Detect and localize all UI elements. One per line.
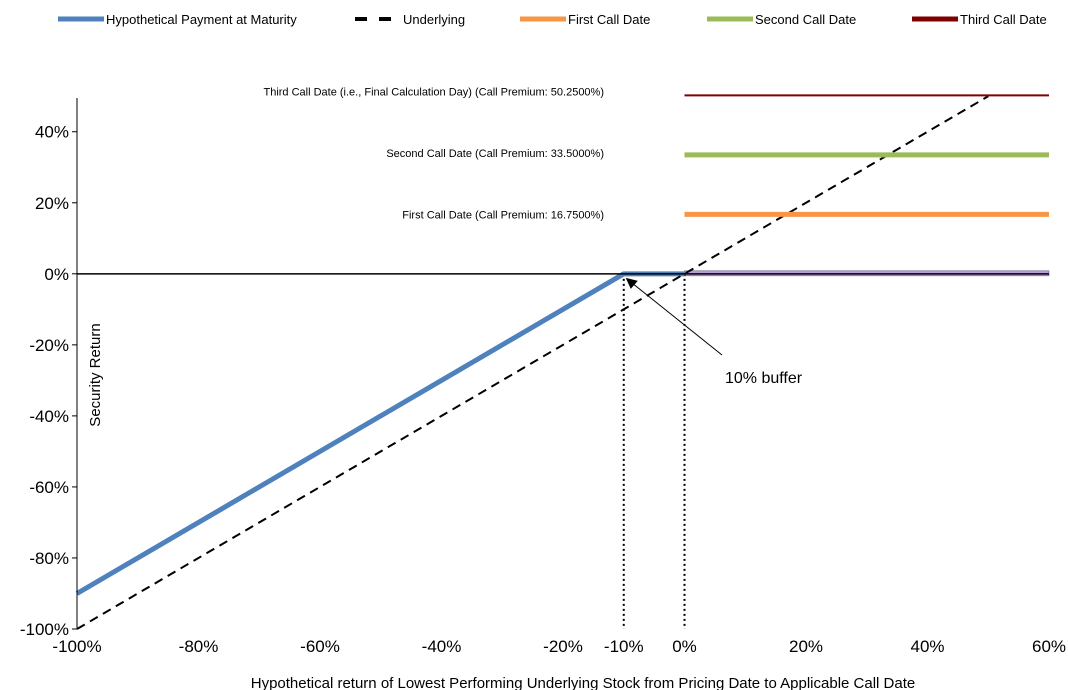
- x-tick-label: -100%: [52, 637, 101, 656]
- y-tick-label: -100%: [20, 620, 69, 639]
- legend-label: Second Call Date: [755, 12, 856, 27]
- buffer-label: 10% buffer: [725, 370, 803, 387]
- x-tick-label: 0%: [672, 637, 697, 656]
- y-tick-label: 20%: [35, 194, 69, 213]
- legend-label: Hypothetical Payment at Maturity: [106, 12, 297, 27]
- x-tick-label: -60%: [300, 637, 340, 656]
- series-line: [75, 271, 685, 596]
- legend-label: Underlying: [403, 12, 465, 27]
- buffer-arrow: [631, 282, 723, 356]
- x-tick-label: 60%: [1032, 637, 1066, 656]
- y-axis-title: Security Return: [87, 323, 104, 426]
- y-tick-label: 40%: [35, 123, 69, 142]
- y-tick-label: -80%: [29, 549, 69, 568]
- x-tick-label: -80%: [179, 637, 219, 656]
- call-annotation: Second Call Date (Call Premium: 33.5000%…: [386, 148, 604, 160]
- y-tick-label: 0%: [44, 265, 69, 284]
- plot-area: [75, 94, 1050, 630]
- annotations: Third Call Date (i.e., Final Calculation…: [263, 86, 802, 387]
- x-tick-label: -20%: [543, 637, 583, 656]
- y-tick-label: -40%: [29, 407, 69, 426]
- call-annotation: First Call Date (Call Premium: 16.7500%): [402, 209, 604, 221]
- call-annotation: Third Call Date (i.e., Final Calculation…: [263, 86, 604, 98]
- x-tick-label: 20%: [789, 637, 823, 656]
- x-axis-title: Hypothetical return of Lowest Performing…: [251, 675, 915, 690]
- x-tick-label-extra: -10%: [604, 637, 644, 656]
- series-line: [76, 95, 989, 630]
- x-tick-label: -40%: [422, 637, 462, 656]
- y-tick-label: -20%: [29, 336, 69, 355]
- legend-label: Third Call Date: [960, 12, 1047, 27]
- axes: -100% -80% -60% -40% -20% 0% 20% 40% -100% -80% -6…: [20, 98, 1066, 690]
- legend: Hypothetical Payment at Maturity Underlyi…: [58, 12, 1047, 27]
- x-tick-label: 40%: [910, 637, 944, 656]
- buffer-arrow-head: [625, 277, 638, 289]
- y-tick-label: -60%: [29, 478, 69, 497]
- legend-label: First Call Date: [568, 12, 650, 27]
